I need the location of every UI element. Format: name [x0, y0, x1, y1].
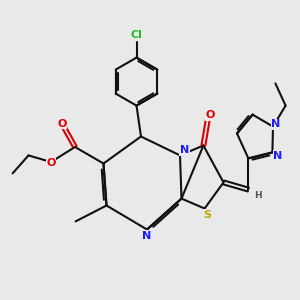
Text: S: S: [204, 210, 212, 220]
Text: N: N: [273, 151, 282, 161]
Text: O: O: [57, 118, 67, 129]
Text: N: N: [272, 119, 280, 129]
Text: N: N: [180, 145, 189, 155]
Text: O: O: [205, 110, 215, 120]
Text: Cl: Cl: [130, 29, 142, 40]
Text: O: O: [46, 158, 56, 169]
Text: N: N: [142, 231, 152, 241]
Text: H: H: [254, 190, 262, 200]
